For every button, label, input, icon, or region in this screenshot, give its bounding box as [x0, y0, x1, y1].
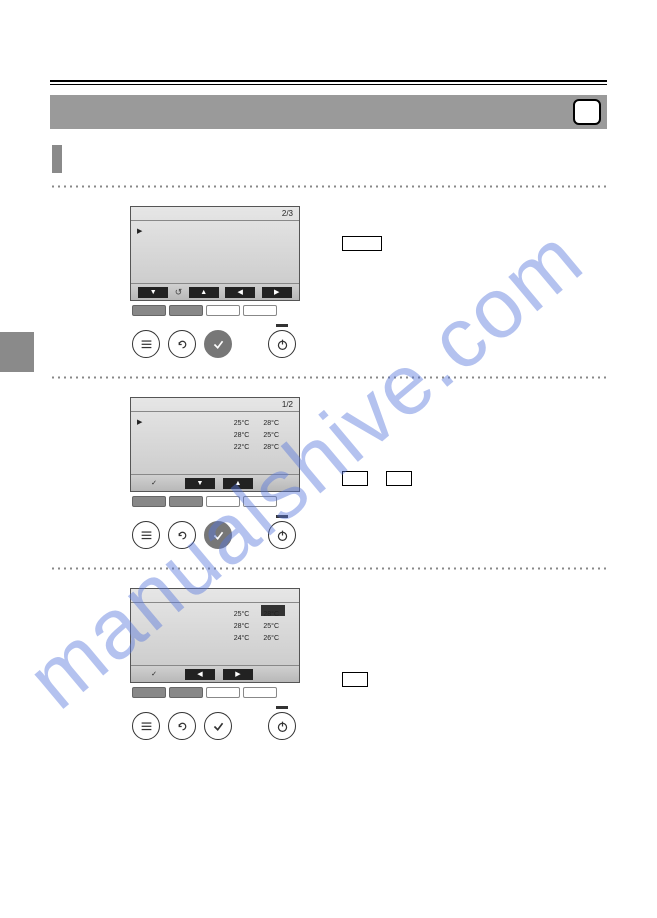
- function-buttons: [132, 305, 310, 316]
- temp-cell: 25°C: [234, 418, 250, 430]
- reference-box: [342, 471, 368, 486]
- softkey-check[interactable]: ✓: [139, 478, 169, 489]
- power-icon: [276, 529, 289, 542]
- function-buttons: [132, 687, 310, 698]
- header-bar: [50, 95, 607, 129]
- lcd-page-indicator: 1/2: [131, 398, 299, 412]
- softkey-blank[interactable]: [261, 478, 291, 489]
- check-icon: [212, 338, 225, 351]
- lcd-screen: 1/2 ▶ 25°C28°C 28°C25°C 22°C28°C ✓ ▼ ▲: [130, 397, 300, 492]
- temp-cell: 28°C: [234, 430, 250, 442]
- f1-button[interactable]: [132, 305, 166, 316]
- lcd-page-indicator: [131, 589, 299, 603]
- lcd-screen: 2/3 ▶ ▼ ↺ ▲ ◀ ▶: [130, 206, 300, 301]
- f2-button[interactable]: [169, 687, 203, 698]
- separator: [50, 376, 607, 379]
- f2-button[interactable]: [169, 305, 203, 316]
- menu-icon: [140, 720, 153, 733]
- lcd-page-indicator: 2/3: [131, 207, 299, 221]
- back-icon: [176, 720, 189, 733]
- softkey-up[interactable]: ▲: [189, 287, 219, 298]
- power-icon: [276, 338, 289, 351]
- temp-cell: 25°C: [263, 430, 279, 442]
- cursor-icon: ▶: [137, 418, 142, 426]
- f3-button[interactable]: [206, 305, 240, 316]
- temp-cell: 28°C: [263, 418, 279, 430]
- check-icon: [212, 720, 225, 733]
- separator: [50, 567, 607, 570]
- softkey-down[interactable]: ▼: [185, 478, 215, 489]
- section-accent: [52, 145, 62, 173]
- temp-cell: 28°C: [263, 609, 279, 621]
- step-1: 2/3 ▶ ▼ ↺ ▲ ◀ ▶: [50, 198, 607, 366]
- top-rule: [50, 80, 607, 85]
- reference-box: [386, 471, 412, 486]
- ok-button[interactable]: [204, 521, 232, 549]
- softkey-blank[interactable]: [261, 669, 291, 680]
- temp-cell: 24°C: [234, 633, 250, 645]
- softkey-right[interactable]: ▶: [223, 669, 253, 680]
- softkey-down[interactable]: ▼: [138, 287, 168, 298]
- undo-icon: ↺: [175, 287, 183, 298]
- power-button[interactable]: [268, 521, 296, 549]
- temp-cell: 25°C: [263, 621, 279, 633]
- ok-button[interactable]: [204, 712, 232, 740]
- f4-button[interactable]: [243, 687, 277, 698]
- temp-grid: 25°C28°C 28°C25°C 22°C28°C: [234, 418, 279, 454]
- back-icon: [176, 529, 189, 542]
- menu-icon: [140, 338, 153, 351]
- lcd-screen: 25°C28°C 28°C25°C 24°C26°C ✓ ◀ ▶: [130, 588, 300, 683]
- step-3: 25°C28°C 28°C25°C 24°C26°C ✓ ◀ ▶: [50, 580, 607, 748]
- separator: [50, 185, 607, 188]
- cursor-icon: ▶: [137, 227, 142, 235]
- menu-button[interactable]: [132, 521, 160, 549]
- reference-box: [342, 236, 382, 251]
- function-buttons: [132, 496, 310, 507]
- f3-button[interactable]: [206, 687, 240, 698]
- softkey-up[interactable]: ▲: [223, 478, 253, 489]
- temp-grid: 25°C28°C 28°C25°C 24°C26°C: [234, 609, 279, 645]
- f1-button[interactable]: [132, 496, 166, 507]
- reference-box: [342, 672, 368, 687]
- step-2: 1/2 ▶ 25°C28°C 28°C25°C 22°C28°C ✓ ▼ ▲: [50, 389, 607, 557]
- check-icon: [212, 529, 225, 542]
- softkey-right[interactable]: ▶: [262, 287, 292, 298]
- ok-button[interactable]: [204, 330, 232, 358]
- softkey-left[interactable]: ◀: [185, 669, 215, 680]
- f4-button[interactable]: [243, 305, 277, 316]
- power-icon: [276, 720, 289, 733]
- softkey-check[interactable]: ✓: [139, 669, 169, 680]
- f4-button[interactable]: [243, 496, 277, 507]
- f3-button[interactable]: [206, 496, 240, 507]
- temp-cell: 26°C: [263, 633, 279, 645]
- power-button[interactable]: [268, 330, 296, 358]
- f1-button[interactable]: [132, 687, 166, 698]
- softkey-left[interactable]: ◀: [225, 287, 255, 298]
- temp-cell: 25°C: [234, 609, 250, 621]
- menu-icon: [140, 529, 153, 542]
- f2-button[interactable]: [169, 496, 203, 507]
- menu-button[interactable]: [132, 712, 160, 740]
- temp-cell: 28°C: [234, 621, 250, 633]
- temp-cell: 22°C: [234, 442, 250, 454]
- menu-button[interactable]: [132, 330, 160, 358]
- temp-cell: 28°C: [263, 442, 279, 454]
- back-button[interactable]: [168, 521, 196, 549]
- back-icon: [176, 338, 189, 351]
- header-page-box: [573, 99, 601, 125]
- back-button[interactable]: [168, 330, 196, 358]
- power-button[interactable]: [268, 712, 296, 740]
- back-button[interactable]: [168, 712, 196, 740]
